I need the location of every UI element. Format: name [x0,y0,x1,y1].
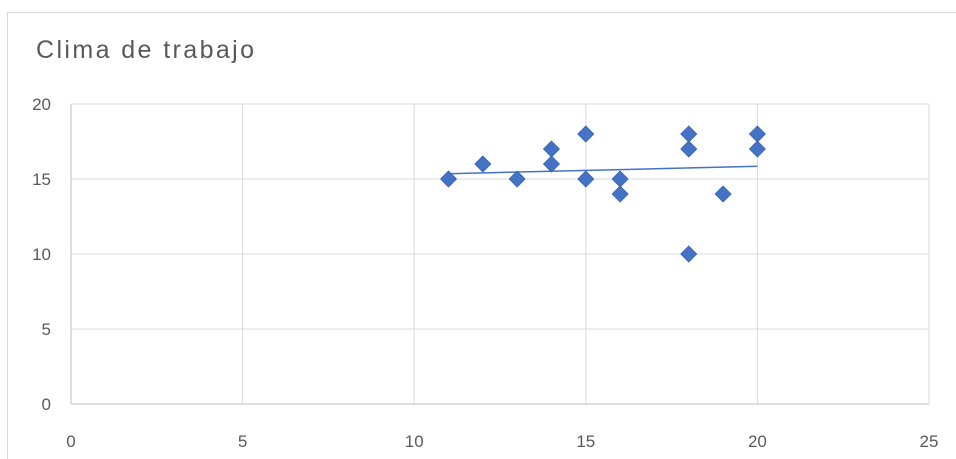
data-point [577,170,595,188]
data-point [542,155,561,173]
chart-title: Clima de trabajo [36,36,256,64]
data-point [542,140,561,158]
y-tick-label: 0 [42,395,51,414]
x-tick-labels: 0 5 10 15 20 25 [66,432,938,451]
data-point [680,140,698,158]
y-tick-labels: 0 5 10 15 20 [32,95,51,414]
y-tick-label: 5 [42,320,51,339]
data-point [611,170,629,188]
x-tick-label: 15 [576,432,595,451]
data-point [680,125,698,143]
chart-frame [7,12,956,459]
y-tick-label: 20 [32,95,51,114]
gridlines [71,103,930,404]
x-tick-label: 10 [405,432,424,451]
x-tick-label: 20 [748,432,767,451]
axes [70,104,929,405]
trendline-layer [448,165,758,175]
data-points [439,125,766,263]
data-point [748,125,766,143]
x-tick-label: 0 [66,432,75,451]
data-point [748,140,766,158]
x-tick-label: 5 [238,432,247,451]
trendline [448,165,758,175]
data-point [508,170,526,188]
x-tick-label: 25 [920,432,939,451]
data-point [439,170,458,188]
data-point [680,245,698,263]
data-point [577,125,595,143]
data-point [714,185,732,203]
data-point [474,155,492,173]
y-tick-label: 10 [32,245,51,264]
data-point [611,185,629,203]
y-tick-label: 15 [32,170,51,189]
